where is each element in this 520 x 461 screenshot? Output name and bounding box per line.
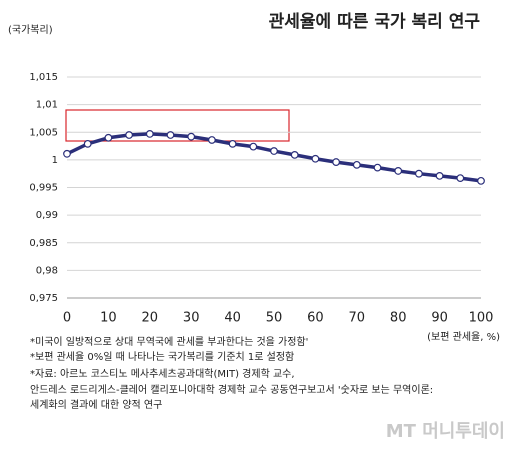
- note: *자료: 아르노 코스티노 메사추세츠공과대학(MIT) 경제학 교수,: [30, 367, 295, 380]
- marker: [332, 158, 341, 166]
- y-tick-label: 1: [52, 155, 58, 166]
- marker: [187, 132, 196, 141]
- note: *미국이 일방적으로 상대 무역국에 관세를 부과한다는 것을 가정함': [30, 336, 308, 348]
- marker: [207, 136, 216, 144]
- x-tick-label: 0: [63, 311, 71, 326]
- x-tick-label: 60: [307, 311, 324, 326]
- marker: [352, 160, 361, 169]
- x-tick-label: 50: [266, 311, 283, 326]
- highlight-box: [65, 109, 290, 142]
- x-tick-label: 100: [469, 311, 494, 326]
- note: 세계화의 결과에 대한 양적 연구: [30, 399, 162, 411]
- marker: [228, 139, 237, 148]
- marker: [311, 154, 320, 163]
- marker: [373, 163, 382, 172]
- x-axis-label: (보편 관세율, %): [427, 331, 500, 343]
- x-tick-label: 80: [390, 311, 407, 326]
- x-tick-label: 70: [349, 311, 366, 326]
- y-tick-label: 1,015: [29, 72, 58, 83]
- y-tick-label: 0,975: [29, 293, 58, 304]
- watermark: MT 머니투데이: [386, 421, 505, 442]
- marker: [456, 174, 465, 183]
- y-tick-label: 1,005: [29, 127, 58, 138]
- x-tick-label: 40: [224, 311, 241, 326]
- x-tick-label: 30: [183, 311, 200, 326]
- marker: [83, 139, 92, 148]
- marker: [125, 131, 134, 139]
- marker: [166, 131, 175, 139]
- y-axis-label: (국가복리): [8, 24, 53, 36]
- y-tick-label: 0,995: [29, 183, 58, 194]
- marker: [249, 142, 258, 151]
- marker: [104, 133, 113, 142]
- y-tick-label: 0,985: [29, 238, 58, 249]
- marker: [477, 176, 485, 185]
- x-tick-label: 20: [142, 311, 159, 326]
- marker: [415, 169, 423, 178]
- marker: [435, 171, 444, 180]
- note: 안드레스 로드리게스-클레어 캘리포니아대학 경제학 교수 공동연구보고서 '숫…: [30, 383, 433, 396]
- y-tick-label: 0,98: [36, 265, 58, 276]
- x-tick-label: 10: [100, 311, 117, 326]
- marker: [145, 130, 154, 138]
- marker: [63, 149, 71, 158]
- x-tick-label: 90: [431, 311, 448, 326]
- marker: [270, 147, 278, 155]
- y-tick-label: 1,01: [36, 100, 58, 111]
- chart-title: 관세율에 따른 국가 복리 연구: [269, 12, 481, 32]
- note: *보편 관세율 0%일 때 나타나는 국가복리를 기준치 1로 설정함: [30, 351, 294, 363]
- y-tick-label: 0,99: [36, 210, 58, 221]
- marker: [394, 167, 403, 175]
- marker: [290, 151, 299, 159]
